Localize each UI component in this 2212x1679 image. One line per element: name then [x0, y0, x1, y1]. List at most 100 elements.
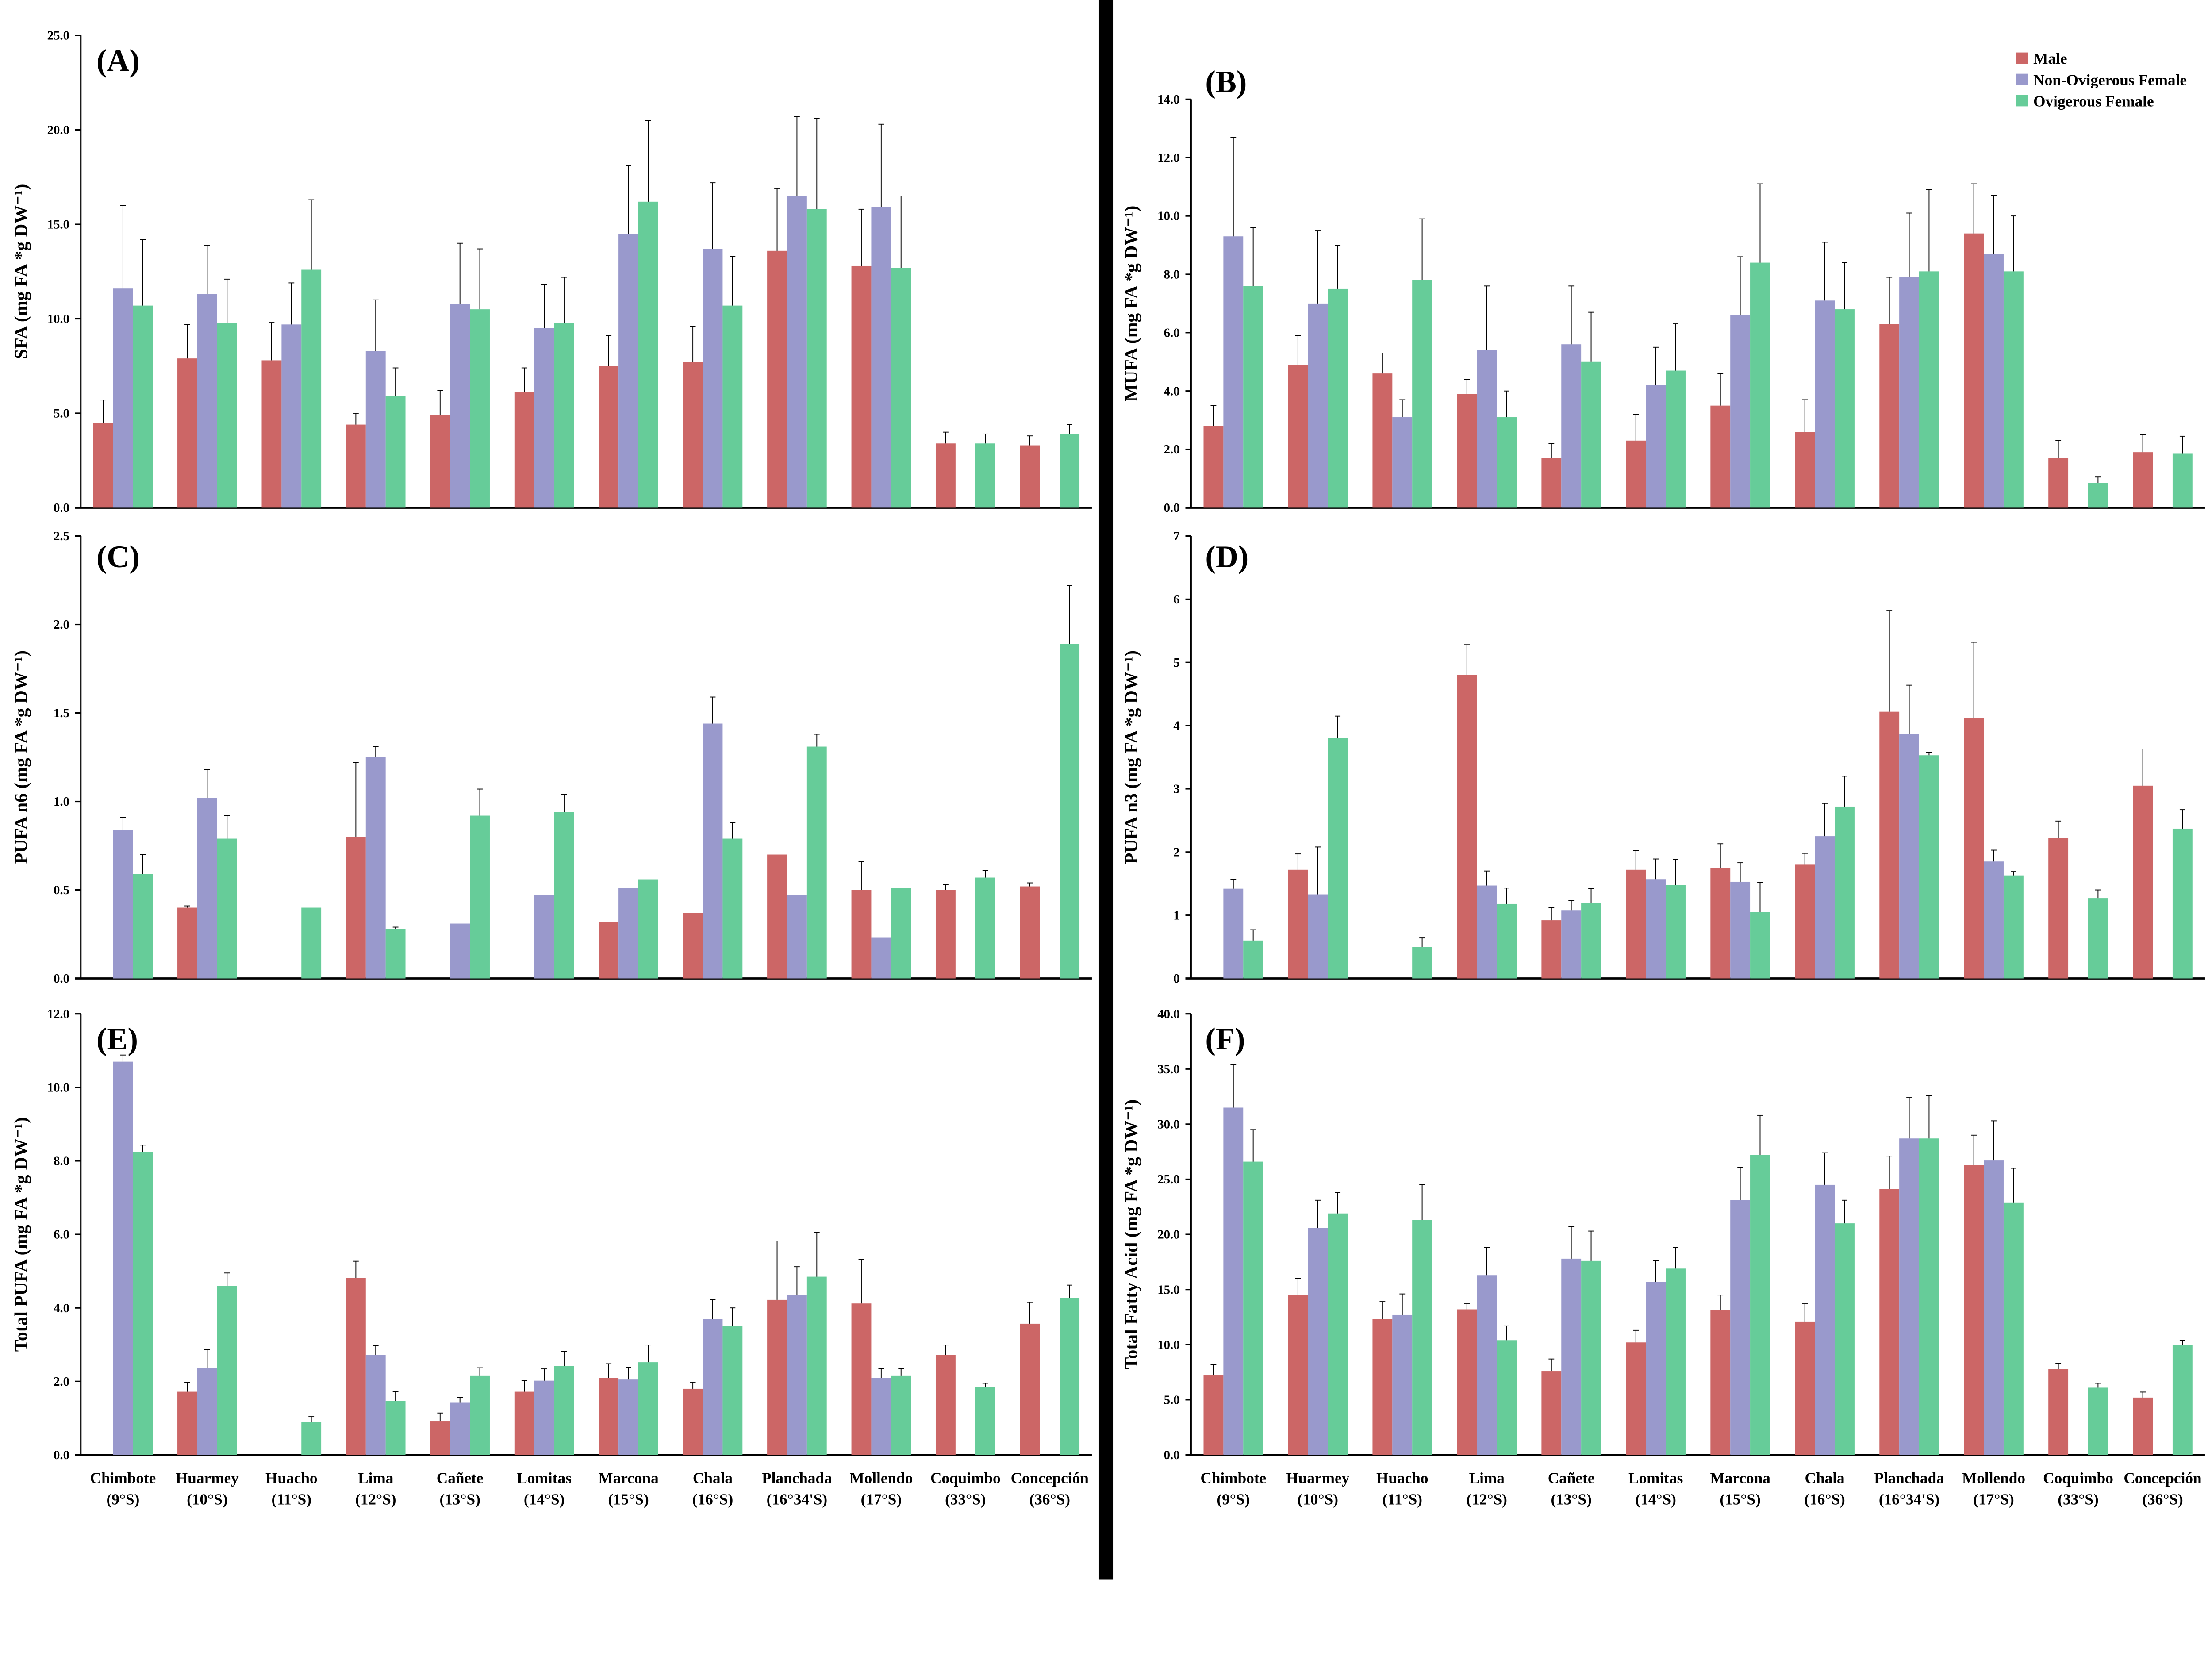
bar — [1795, 1321, 1815, 1455]
bar — [1288, 869, 1308, 979]
bar — [722, 305, 743, 508]
bar — [514, 1391, 534, 1455]
y-tick-label: 0.0 — [54, 972, 69, 986]
bar — [1795, 864, 1815, 979]
bar — [1581, 903, 1601, 979]
bar — [346, 837, 366, 979]
bar — [1223, 1107, 1244, 1455]
bar — [2133, 1397, 2153, 1455]
bar — [1815, 1184, 1835, 1455]
bar — [1457, 1309, 1477, 1455]
x-tick-label: Lima — [1469, 1470, 1505, 1487]
bar — [1060, 434, 1080, 508]
x-tick-sublabel: (36°S) — [1029, 1491, 1070, 1508]
bar — [1666, 885, 1686, 979]
bar — [1626, 440, 1646, 508]
x-tick-label: Huarmey — [1286, 1470, 1349, 1487]
x-tick-sublabel: (10°S) — [1298, 1491, 1338, 1508]
bar — [1060, 1298, 1080, 1455]
y-axis-label: PUFA n3 (mg FA *g DW⁻¹) — [1121, 650, 1142, 864]
legend-swatch — [2016, 52, 2028, 64]
y-tick-label: 2.0 — [54, 1375, 69, 1389]
x-tick-label: Mollendo — [1962, 1470, 2025, 1487]
bar — [133, 1152, 153, 1455]
bar — [1964, 233, 1984, 508]
bar — [197, 1368, 217, 1455]
bar — [1328, 738, 1348, 979]
bar — [975, 877, 995, 979]
bar — [346, 1278, 366, 1455]
bar — [2133, 785, 2153, 979]
bar — [1372, 373, 1393, 508]
bar — [1646, 879, 1666, 979]
bar — [806, 1276, 827, 1455]
bar — [1835, 1223, 1855, 1455]
x-tick-sublabel: (9°S) — [107, 1491, 140, 1508]
bar — [767, 1299, 787, 1455]
bar — [1308, 894, 1328, 979]
bar — [1243, 1161, 1263, 1455]
y-tick-label: 2.0 — [1164, 442, 1180, 457]
bar — [806, 746, 827, 979]
y-axis-label: Total Fatty Acid (mg FA *g DW⁻¹) — [1121, 1099, 1142, 1370]
x-tick-sublabel: (11°S) — [1382, 1491, 1422, 1508]
y-tick-label: 8.0 — [1164, 268, 1180, 282]
bar — [1835, 806, 1855, 979]
bar — [430, 1421, 450, 1455]
y-tick-label: 10.0 — [1157, 1338, 1179, 1352]
bar — [1964, 1165, 1984, 1455]
bar — [975, 443, 995, 508]
bar — [1328, 1213, 1348, 1455]
bar — [1477, 885, 1497, 979]
bar — [1457, 394, 1477, 508]
x-tick-sublabel: (13°S) — [439, 1491, 480, 1508]
y-tick-label: 4.0 — [1164, 384, 1180, 398]
bar — [618, 1379, 638, 1455]
bar — [177, 1391, 197, 1455]
bar — [1666, 370, 1686, 508]
bar — [1815, 300, 1835, 508]
bar — [1541, 920, 1562, 979]
bar — [1243, 940, 1263, 979]
bar — [1835, 309, 1855, 508]
chart-panel-f: 0.0 5.0 10.0 15.0 20.0 25.0 30.0 35.0 40.0 (F) Tot… — [1121, 1007, 2205, 1508]
y-tick-label: 12.0 — [47, 1007, 69, 1021]
x-tick-sublabel: (15°S) — [608, 1491, 649, 1508]
bar — [301, 1422, 322, 1455]
bar — [599, 1378, 619, 1455]
bar — [618, 234, 638, 508]
bar — [1984, 254, 2004, 508]
bar — [871, 937, 891, 979]
bar — [2133, 452, 2153, 508]
bar — [430, 415, 450, 508]
x-tick-label: Lima — [358, 1470, 394, 1487]
y-tick-label: 15.0 — [47, 218, 69, 232]
x-tick-sublabel: (17°S) — [1973, 1491, 2014, 1508]
bar — [534, 328, 554, 508]
y-tick-label: 5.0 — [1164, 1393, 1180, 1407]
x-tick-sublabel: (12°S) — [1466, 1491, 1507, 1508]
bar — [1457, 675, 1477, 979]
bar — [534, 895, 554, 979]
bar — [1984, 861, 2004, 979]
bar — [703, 1319, 723, 1455]
legend-swatch — [2016, 95, 2028, 107]
bar — [1060, 644, 1080, 979]
bar — [2088, 898, 2108, 979]
bar — [1541, 1371, 1562, 1455]
bar — [1288, 1295, 1308, 1455]
bar — [1815, 836, 1835, 979]
x-tick-sublabel: (33°S) — [2058, 1491, 2098, 1508]
panel-label: (E) — [96, 1022, 138, 1057]
bar — [1561, 344, 1582, 508]
bar — [638, 879, 658, 979]
bar — [787, 1295, 807, 1455]
x-tick-label: Huarmey — [176, 1470, 239, 1487]
bar — [1412, 280, 1432, 508]
x-tick-label: Concepción — [1011, 1470, 1089, 1487]
bar — [346, 424, 366, 508]
bar — [1412, 947, 1432, 979]
y-axis-label: SFA (mg FA *g DW⁻¹) — [11, 184, 31, 359]
bar — [217, 838, 237, 979]
bar — [1497, 903, 1517, 979]
